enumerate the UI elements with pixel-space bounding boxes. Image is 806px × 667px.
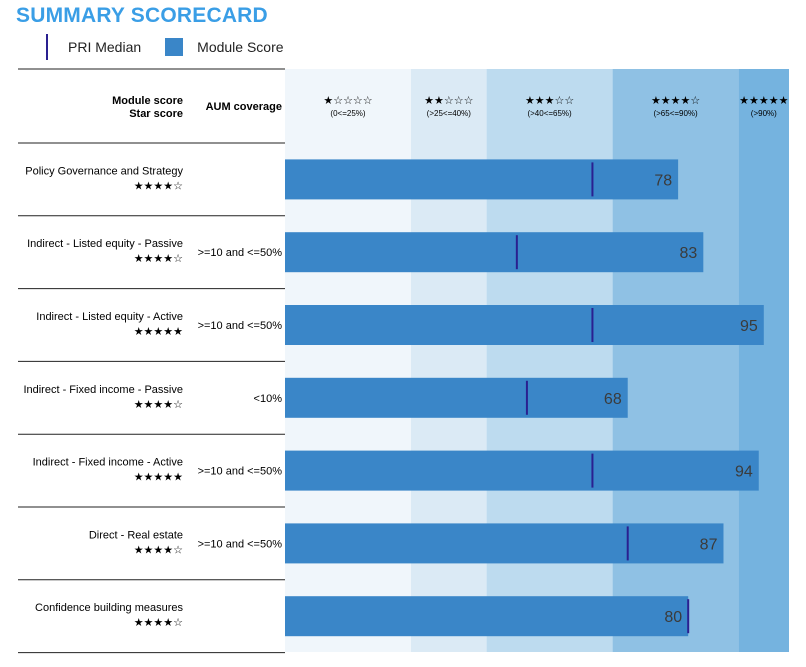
score-bar xyxy=(285,523,724,564)
row-aum-coverage: >=10 and <=50% xyxy=(198,538,283,550)
band-4 xyxy=(612,69,739,652)
row-label: Direct - Real estate xyxy=(89,529,183,541)
header-star-score: Star score xyxy=(129,108,183,120)
header-aum-coverage: AUM coverage xyxy=(206,101,282,113)
legend: PRI Median Module Score xyxy=(46,34,284,60)
row-aum-coverage: <10% xyxy=(254,393,283,405)
legend-score-label: Module Score xyxy=(197,39,284,55)
row-aum-coverage: >=10 and <=50% xyxy=(198,247,283,259)
row-label: Indirect - Listed equity - Passive xyxy=(27,238,183,250)
score-label: 78 xyxy=(654,172,672,189)
row-aum-coverage: >=10 and <=50% xyxy=(198,466,283,478)
band-stars-3: ★★★☆☆ xyxy=(525,95,574,107)
band-1 xyxy=(285,69,411,652)
score-label: 94 xyxy=(735,464,753,481)
row-label: Confidence building measures xyxy=(35,602,183,614)
band-3 xyxy=(486,69,613,652)
band-5 xyxy=(738,69,789,652)
band-range-3: (>40<=65%) xyxy=(527,109,572,118)
score-label: 83 xyxy=(680,245,698,262)
band-range-1: (0<=25%) xyxy=(330,109,365,118)
row-label: Indirect - Fixed income - Passive xyxy=(23,384,183,396)
band-stars-4: ★★★★☆ xyxy=(651,95,700,107)
score-label: 95 xyxy=(740,318,758,335)
band-2 xyxy=(411,69,487,652)
row-stars: ★★★★☆ xyxy=(134,253,183,265)
score-bar xyxy=(285,596,689,637)
row-stars: ★★★★☆ xyxy=(134,399,183,411)
band-stars-2: ★★☆☆☆ xyxy=(424,95,473,107)
legend-median-swatch xyxy=(46,34,48,60)
row-stars: ★★★★☆ xyxy=(134,617,183,629)
score-bar xyxy=(285,159,679,200)
score-label: 68 xyxy=(604,391,622,408)
legend-median-label: PRI Median xyxy=(68,39,142,55)
band-range-5: (>90%) xyxy=(751,109,777,118)
score-bar xyxy=(285,377,628,418)
legend-score-swatch xyxy=(165,38,184,56)
row-stars: ★★★★☆ xyxy=(134,544,183,556)
score-label: 87 xyxy=(700,536,718,553)
row-label: Indirect - Listed equity - Active xyxy=(36,311,183,323)
page-title: SUMMARY SCORECARD xyxy=(16,4,268,27)
score-bar xyxy=(285,450,759,491)
score-bar xyxy=(285,305,764,345)
row-stars: ★★★★★ xyxy=(134,326,183,338)
band-stars-5: ★★★★★ xyxy=(739,95,788,107)
row-stars: ★★★★★ xyxy=(134,472,183,484)
score-label: 80 xyxy=(664,609,682,626)
row-label: Policy Governance and Strategy xyxy=(25,165,183,177)
score-bar xyxy=(285,232,704,273)
row-aum-coverage: >=10 and <=50% xyxy=(198,320,283,332)
band-range-4: (>65<=90%) xyxy=(653,109,698,118)
band-range-2: (>25<=40%) xyxy=(427,109,472,118)
row-label: Indirect - Fixed income - Active xyxy=(33,457,183,469)
row-stars: ★★★★☆ xyxy=(134,180,183,192)
header-module-score: Module score xyxy=(112,95,183,107)
band-stars-1: ★☆☆☆☆ xyxy=(323,95,372,107)
